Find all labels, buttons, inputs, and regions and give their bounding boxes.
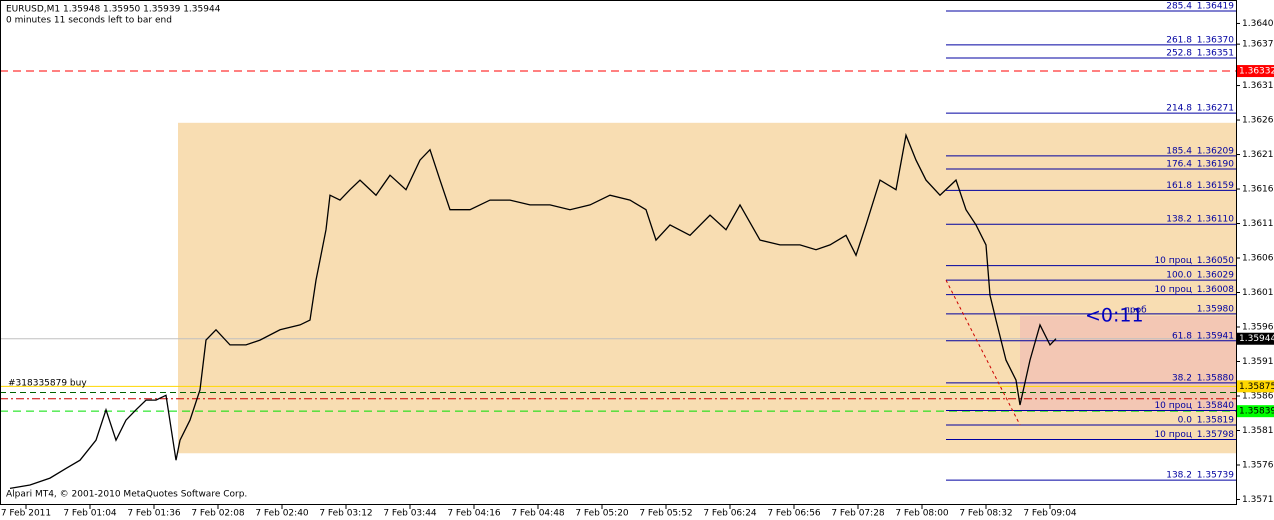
fib-price: 1.36419 (1197, 2, 1234, 12)
fib-price: 1.36110 (1197, 215, 1234, 225)
fib-price: 1.36050 (1197, 256, 1234, 266)
fib-level: 285.4 (1166, 2, 1192, 12)
price-label-box (1237, 332, 1274, 345)
fib-level: 261.8 (1166, 35, 1192, 45)
fib-level: 214.8 (1166, 104, 1192, 114)
fib-level: 61.8 (1172, 331, 1192, 341)
x-tick-label: 7 Feb 08:00 (895, 509, 949, 519)
fib-price: 1.36209 (1197, 146, 1234, 156)
x-tick-label: 7 Feb 02:08 (191, 509, 245, 519)
x-tick-label: 7 Feb 08:32 (959, 509, 1012, 519)
fib-level: 10 проц (1154, 401, 1192, 411)
x-tick-label: 7 Feb 05:52 (639, 509, 692, 519)
probe-label: проб (1124, 306, 1147, 316)
fib-price: 1.35739 (1197, 471, 1234, 481)
chart-title: EURUSD,M1 1.35948 1.35950 1.35939 1.3594… (6, 5, 221, 15)
fib-level: 176.4 (1166, 160, 1192, 170)
fib-level: 185.4 (1166, 146, 1192, 156)
x-tick-label: 7 Feb 09:04 (1023, 509, 1077, 519)
fib-price: 1.36370 (1197, 35, 1234, 45)
y-tick-label: 1.35711 (1242, 495, 1274, 505)
order-label: #318335879 buy (8, 379, 87, 389)
x-tick-label: 7 Feb 04:16 (447, 509, 501, 519)
x-tick-label: 7 Feb 04:48 (511, 509, 565, 519)
fib-price: 1.36029 (1197, 271, 1234, 281)
price-label: 1.36332 (1239, 67, 1274, 77)
fib-level: 252.8 (1166, 48, 1192, 58)
fib-price: 1.36271 (1197, 104, 1234, 114)
fib-price: 1.35798 (1197, 430, 1234, 440)
x-tick-label: 7 Feb 03:44 (383, 509, 437, 519)
fib-price: 1.35880 (1197, 373, 1234, 383)
price-label-box (1237, 380, 1274, 393)
fib-level: 10 проц (1154, 256, 1192, 266)
fib-level: 0.0 (1178, 415, 1193, 425)
footer: Alpari MT4, © 2001-2010 MetaQuotes Softw… (6, 490, 247, 500)
x-tick-label: 7 Feb 03:12 (319, 509, 372, 519)
chart-subtitle: 0 minutes 11 seconds left to bar end (6, 16, 172, 26)
zone (1020, 315, 1236, 411)
price-label: 1.35875 (1239, 382, 1274, 392)
countdown: <0:11 (1085, 305, 1144, 327)
x-tick-label: 7 Feb 06:24 (703, 509, 757, 519)
price-label: 1.35944 (1239, 334, 1274, 344)
x-tick-label: 7 Feb 2011 (1, 509, 51, 519)
price-line-series (9, 132, 1057, 490)
fib-level: 138.2 (1166, 471, 1192, 481)
fib-level: 10 проц (1154, 285, 1192, 295)
x-tick-label: 7 Feb 07:28 (831, 509, 885, 519)
x-tick-label: 7 Feb 01:04 (63, 509, 117, 519)
x-tick-label: 7 Feb 05:20 (575, 509, 629, 519)
x-tick-label: 7 Feb 02:40 (255, 509, 309, 519)
fib-price: 1.36190 (1197, 160, 1234, 170)
price-label: 1.35839 (1239, 407, 1274, 417)
fib-level: 100.0 (1166, 271, 1192, 281)
fib-price: 1.35819 (1197, 415, 1234, 425)
plot-frame (0, 0, 1237, 505)
fib-price: 1.36351 (1197, 48, 1234, 58)
fib-price: 1.35840 (1197, 401, 1234, 411)
fib-level: 38.2 (1172, 373, 1192, 383)
price-label-box (1237, 65, 1274, 78)
fib-level: 161.8 (1166, 181, 1192, 191)
fib-level: 138.2 (1166, 215, 1192, 225)
fib-price: 1.35941 (1197, 331, 1234, 341)
fib-price: 1.36159 (1197, 181, 1234, 191)
fib-price: 1.35980 (1197, 304, 1234, 314)
price-label-box (1237, 405, 1274, 418)
fib-price: 1.36008 (1197, 285, 1234, 295)
x-tick-label: 7 Feb 01:36 (127, 509, 181, 519)
fib-level: 10 проц (1154, 430, 1192, 440)
x-tick-label: 7 Feb 06:56 (767, 509, 821, 519)
